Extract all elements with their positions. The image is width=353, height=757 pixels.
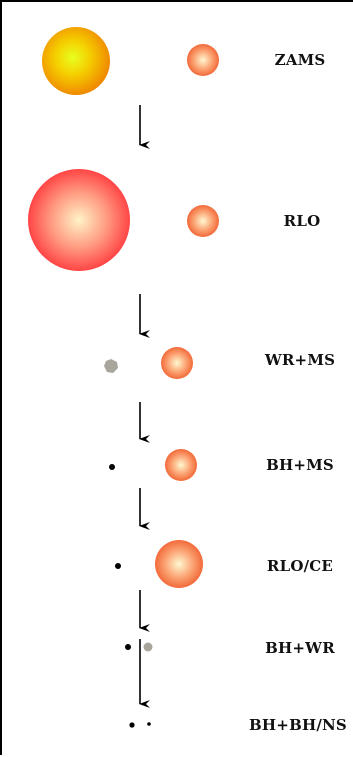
black-hole-rloce (115, 563, 121, 569)
stage-wrms-stars (104, 347, 193, 379)
stage-label-rloce: RLO/CE (266, 557, 334, 575)
companion-star-rlo (187, 205, 219, 237)
stage-bhwr-stars (125, 642, 153, 652)
stage-label-bhwr: BH+WR (265, 639, 335, 657)
primary-star-zams (42, 27, 110, 95)
companion-star-wrms (161, 347, 193, 379)
stage-rlo-stars (28, 169, 219, 271)
companion-star-bhms (165, 449, 197, 481)
companion-star-zams (187, 44, 219, 76)
stage-bhbh-stars (129, 722, 151, 728)
black-hole-bhwr (125, 644, 131, 650)
black-hole-bhms (109, 464, 115, 470)
wolf-rayet-companion-bhwr (143, 642, 153, 652)
stage-label-rlo: RLO (283, 212, 321, 230)
wolf-rayet-star (104, 359, 118, 373)
expanded-companion-rloce (155, 540, 203, 588)
compact-companion-bhbh (147, 722, 151, 726)
stage-bhms-stars (109, 449, 197, 481)
stage-label-bhms: BH+MS (266, 456, 334, 474)
stage-rloce-stars (115, 540, 203, 588)
stage-label-bhbh: BH+BH/NS (249, 716, 347, 734)
primary-giant-rlo (28, 169, 130, 271)
stage-label-wrms: WR+MS (264, 351, 336, 369)
stage-label-zams: ZAMS (274, 51, 326, 69)
stage-zams-stars (42, 27, 219, 95)
black-hole-bhbh (129, 722, 135, 728)
